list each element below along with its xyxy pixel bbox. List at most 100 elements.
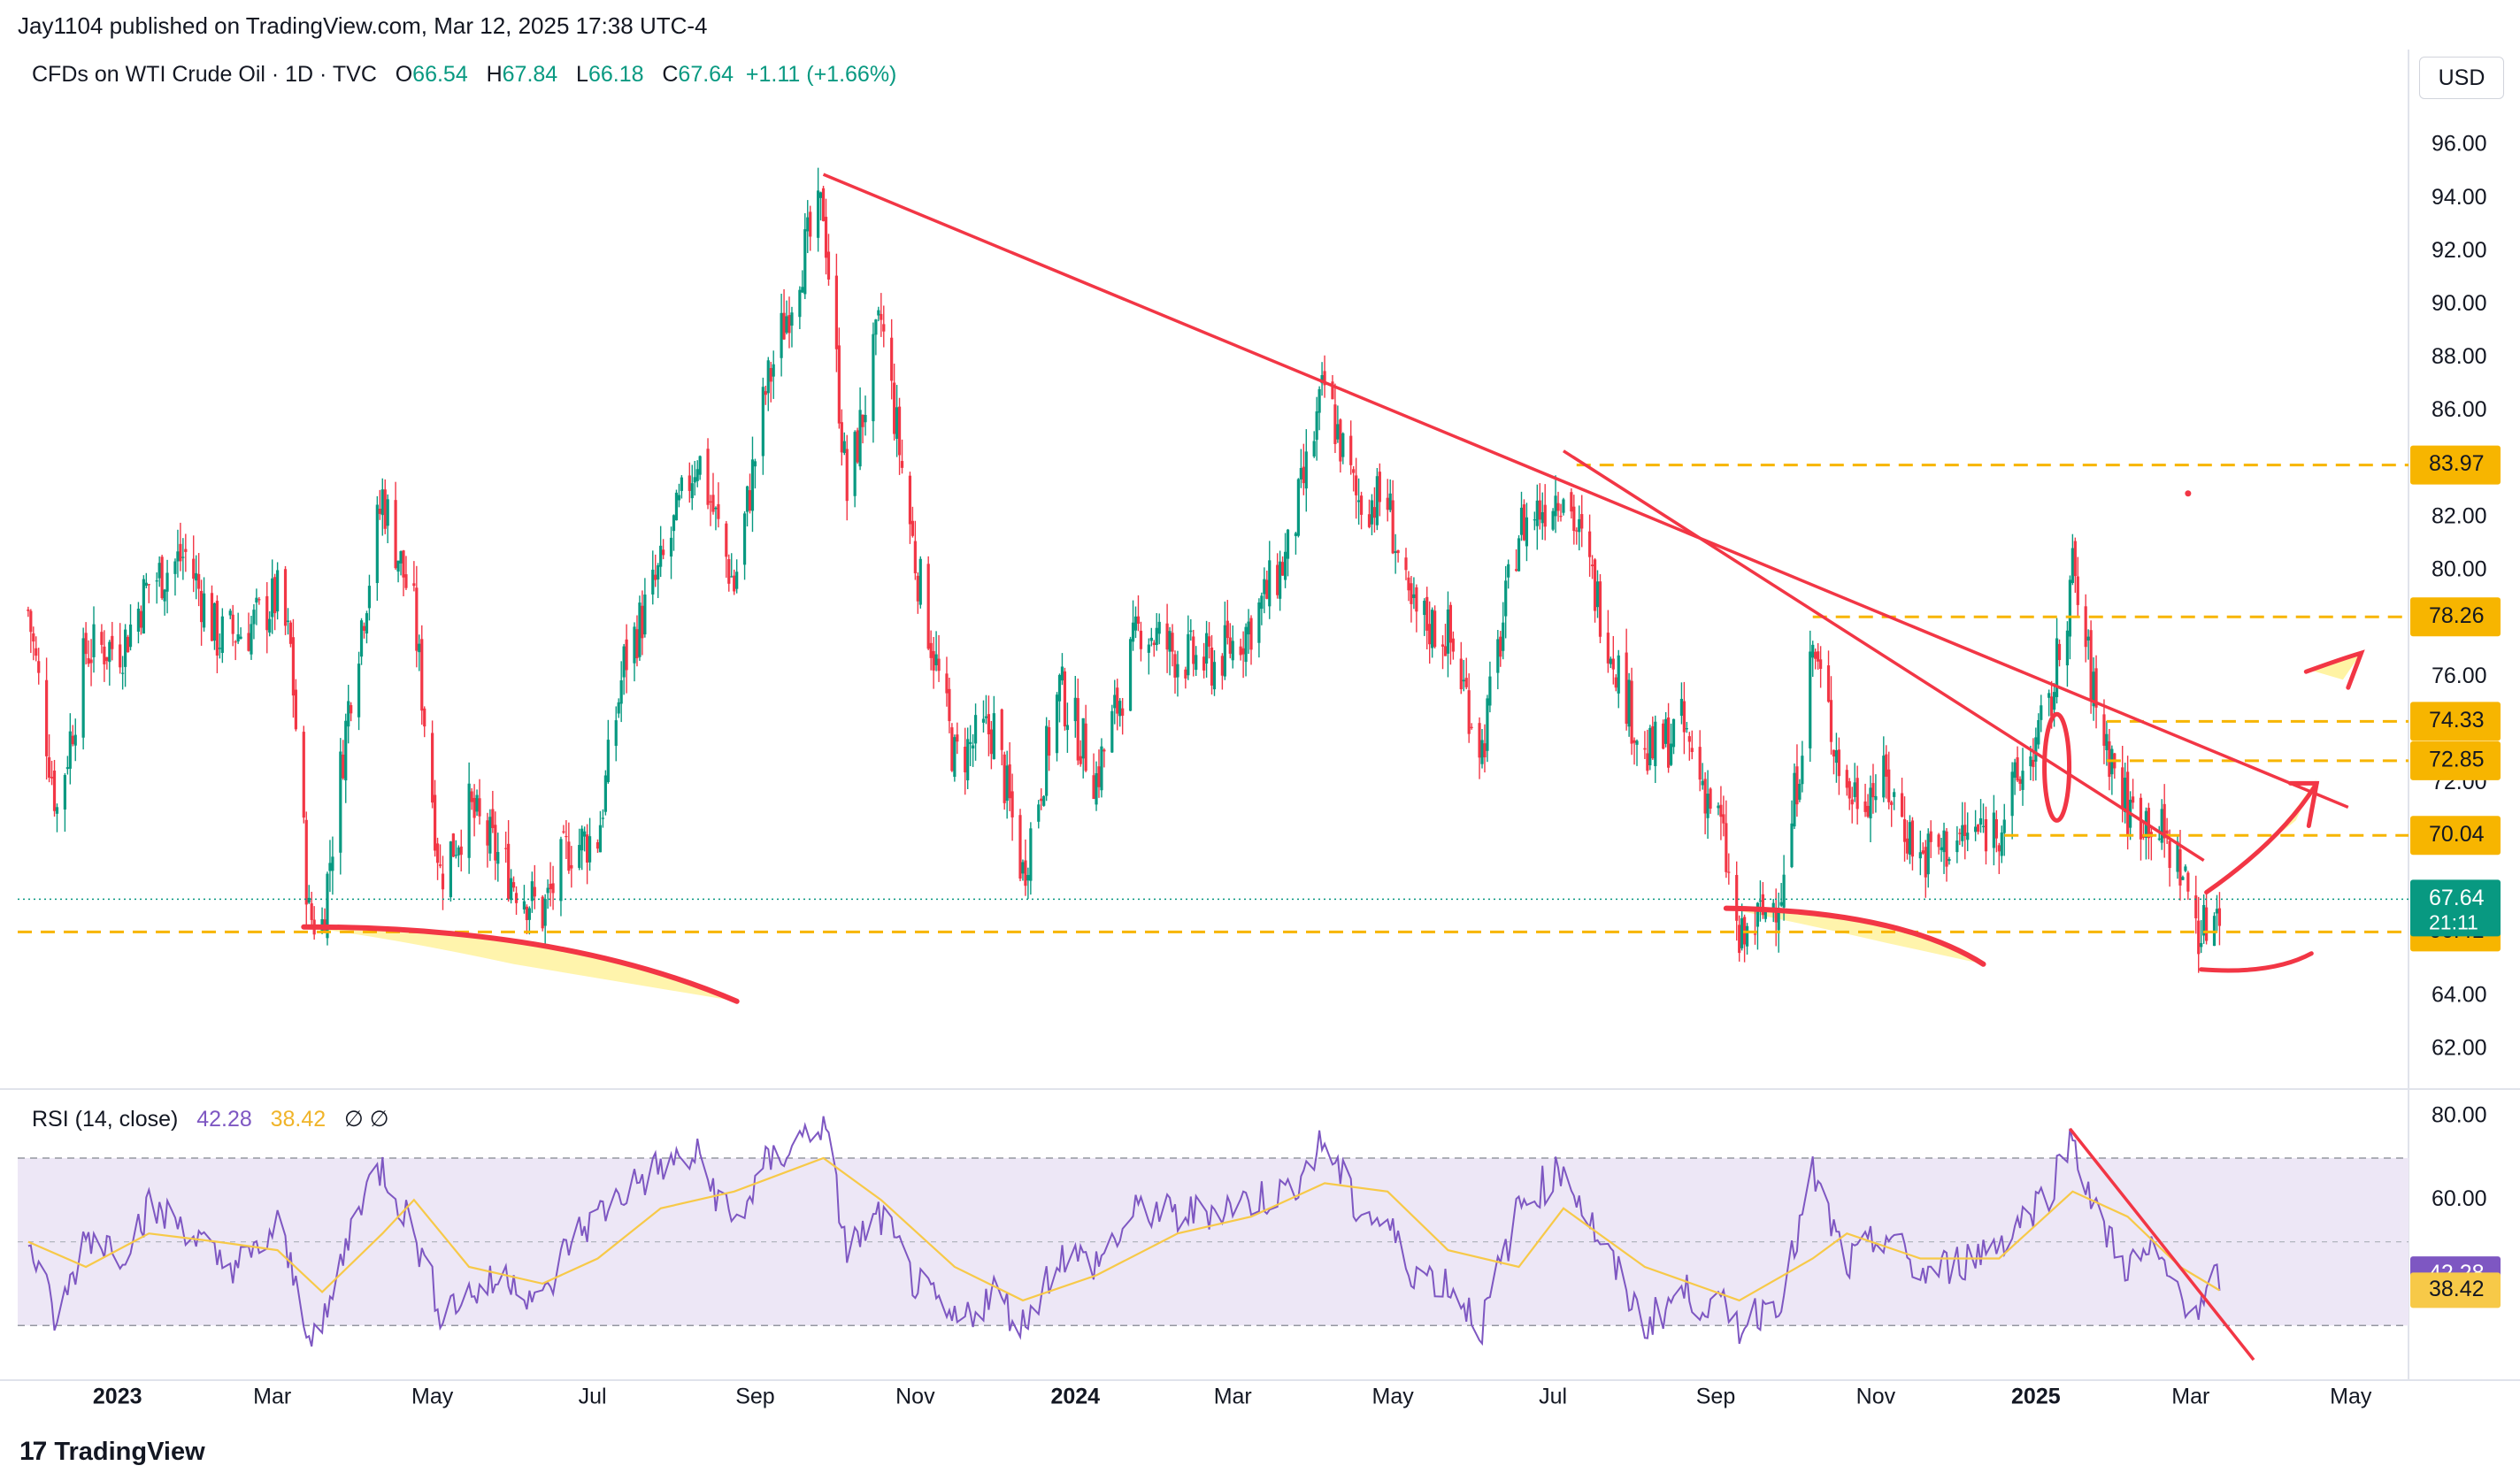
candle-body xyxy=(1735,875,1739,921)
candle-body xyxy=(2163,803,2166,839)
candle-body xyxy=(588,836,592,863)
candle-body xyxy=(953,737,957,778)
candle-body xyxy=(2200,942,2203,948)
candle-body xyxy=(1522,504,1526,541)
candle-body xyxy=(2202,904,2206,936)
candle-body xyxy=(1084,723,1087,771)
candle-body xyxy=(1790,823,1794,868)
candle-body xyxy=(50,777,54,779)
time-tick-label: Nov xyxy=(1856,1385,1896,1409)
candle-body xyxy=(2165,830,2169,834)
candle-body xyxy=(2124,778,2127,812)
candle-body xyxy=(2215,909,2219,914)
candle-body xyxy=(559,839,563,902)
candle-body xyxy=(2052,692,2056,710)
candle-body xyxy=(766,360,770,394)
time-axis[interactable]: 2023 Mar May Jul Sep Nov 2024 Mar May Jul Sep Nov 20… xyxy=(93,1385,2372,1409)
candle-body xyxy=(1184,669,1187,679)
open-key: O xyxy=(395,62,413,87)
candle-body xyxy=(1003,754,1006,803)
candle-body xyxy=(1147,644,1150,653)
candle-body xyxy=(617,702,620,714)
support-arc-2024 xyxy=(1723,905,1986,967)
candle-body xyxy=(378,509,381,514)
candle-body xyxy=(1848,781,1851,799)
candle-body xyxy=(1507,564,1510,578)
candle-body xyxy=(459,846,463,856)
candle-body xyxy=(1866,805,1870,817)
candle-body xyxy=(1412,594,1416,598)
close-key: C xyxy=(662,62,679,87)
candle-body xyxy=(1102,749,1106,752)
candle-body xyxy=(546,887,549,894)
candle-body xyxy=(2048,693,2051,698)
candle-body xyxy=(1136,616,1141,624)
candle-body xyxy=(926,564,930,649)
candle-body xyxy=(1280,562,1285,576)
change-value: +1.11 (+1.66%) xyxy=(745,62,897,87)
candle-body xyxy=(1339,419,1342,462)
trend-drawings xyxy=(301,173,2365,1004)
candle-body xyxy=(1978,817,1983,825)
candle-body xyxy=(1470,726,1473,728)
candle-body xyxy=(837,345,841,424)
candle-body xyxy=(1942,830,1946,853)
candle-body xyxy=(1249,618,1253,650)
candle-body xyxy=(2086,636,2090,641)
candle-body xyxy=(1535,500,1539,526)
candle-body xyxy=(1299,468,1302,480)
candle-body xyxy=(1937,834,1940,848)
candle-body xyxy=(111,635,114,649)
candle-body xyxy=(1024,860,1027,886)
candle-body xyxy=(1220,656,1224,676)
candle-body xyxy=(1543,504,1547,527)
candle-body xyxy=(1483,743,1487,758)
candle-body xyxy=(496,852,500,864)
candle-body xyxy=(659,545,663,567)
candle-body xyxy=(291,637,296,696)
candle-body xyxy=(688,475,691,491)
last-price-badge-bg xyxy=(2410,879,2501,937)
price-tick-label: 86.00 xyxy=(2432,397,2487,422)
candle-body xyxy=(2089,630,2093,702)
candle-body xyxy=(2217,908,2222,926)
breakout-circle xyxy=(2042,711,2072,823)
candle-body xyxy=(1231,641,1234,661)
candle-body xyxy=(824,217,828,258)
currency-button[interactable]: USD xyxy=(2419,57,2504,99)
candle-body xyxy=(567,841,571,871)
candle-body xyxy=(735,572,739,589)
annotation-dot xyxy=(2185,490,2192,497)
candle-body xyxy=(1533,519,1536,521)
candle-body xyxy=(893,382,896,434)
price-axis[interactable]: 96.00 94.00 92.00 90.00 88.00 86.00 82.00 80.00… xyxy=(2410,132,2501,1308)
candle-body xyxy=(1357,500,1361,503)
candle-body xyxy=(1388,493,1392,510)
candle-body xyxy=(399,551,403,564)
candle-body xyxy=(121,672,125,674)
candle-body xyxy=(1918,852,1922,859)
candle-body xyxy=(2184,866,2187,871)
candle-body xyxy=(1614,677,1617,688)
candle-body xyxy=(1994,818,1998,839)
candle-body xyxy=(706,449,710,505)
rsi-ma-value: 38.42 xyxy=(270,1107,327,1132)
candle-body xyxy=(108,641,111,663)
candle-body xyxy=(1703,779,1707,814)
candle-body xyxy=(950,727,954,771)
candle-body xyxy=(2016,757,2019,781)
projection-arrowhead-1 xyxy=(2288,780,2320,828)
candle-body xyxy=(1128,639,1133,711)
price-tick-label: 62.00 xyxy=(2432,1036,2487,1061)
candle-body xyxy=(454,855,457,856)
candle-body xyxy=(1155,627,1158,646)
candle-body xyxy=(2055,638,2059,697)
candle-body xyxy=(945,673,949,694)
candle-body xyxy=(100,632,104,645)
candle-body xyxy=(1926,833,1930,875)
candle-body xyxy=(1722,814,1725,824)
candle-body xyxy=(1055,694,1059,754)
candle-body xyxy=(1929,831,1932,842)
candle-body xyxy=(147,584,150,586)
